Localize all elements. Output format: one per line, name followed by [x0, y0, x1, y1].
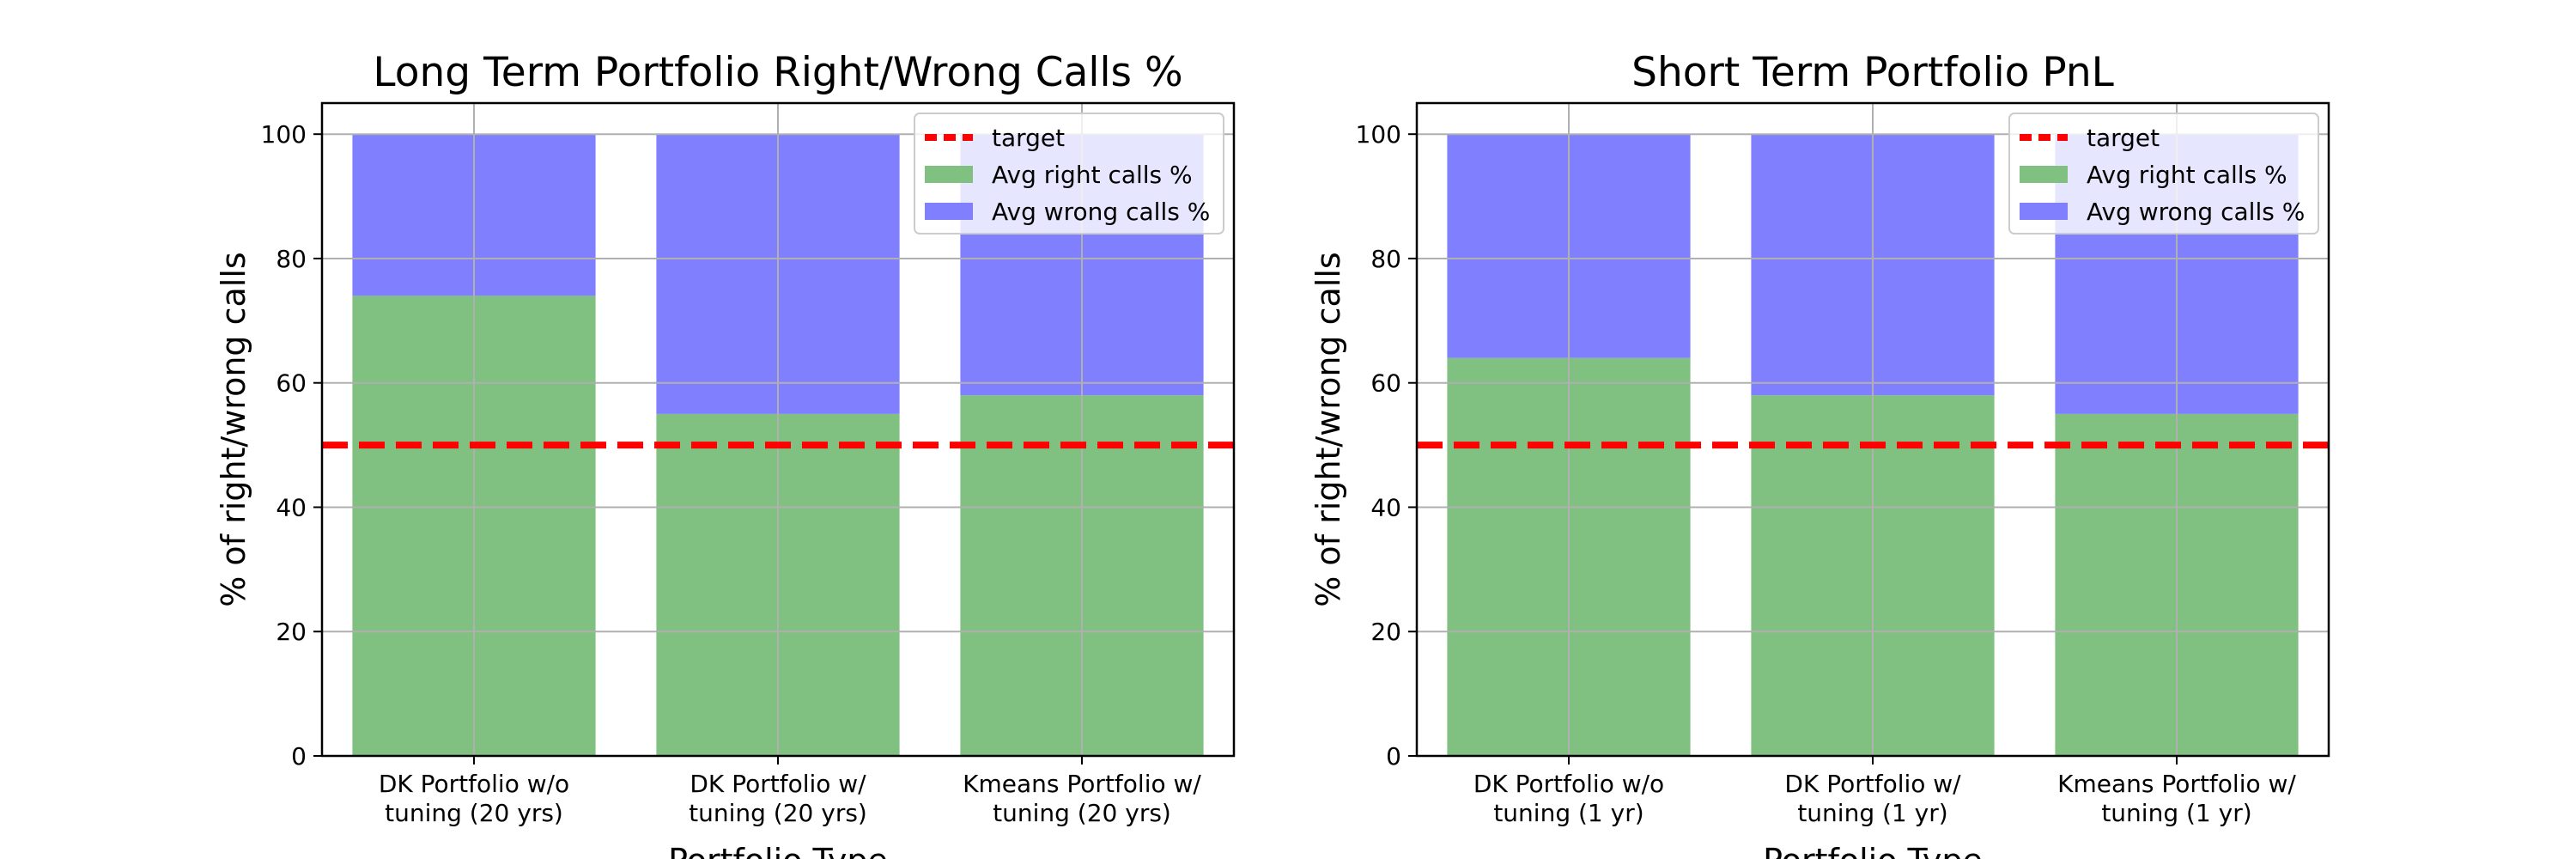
legend-label-2: Avg wrong calls % [992, 198, 1210, 226]
y-tick-label-1: 20 [276, 618, 307, 646]
x-tick-label-3: Kmeans Portfolio w/tuning (1 yr) [2057, 770, 2296, 827]
x-tick-label-line: tuning (20 yrs) [689, 799, 867, 827]
legend-label-0: target [2087, 124, 2160, 152]
x-axis-label: Portfolio Type [668, 842, 888, 859]
legend-label-2: Avg wrong calls % [2087, 198, 2305, 226]
legend-swatch-2 [2020, 203, 2068, 220]
x-tick-label-line: tuning (20 yrs) [993, 799, 1171, 827]
y-axis-label: % of right/wrong calls [215, 252, 252, 606]
legend-label-1: Avg right calls % [2087, 161, 2287, 189]
x-tick-label-line: DK Portfolio w/o [379, 770, 569, 798]
x-tick-label-2: DK Portfolio w/tuning (1 yr) [1784, 770, 1961, 827]
y-tick-label-4: 80 [1370, 245, 1401, 273]
x-tick-label-line: tuning (20 yrs) [385, 799, 563, 827]
y-axis-label: % of right/wrong calls [1309, 252, 1347, 606]
x-axis-label: Portfolio Type [1763, 842, 1983, 859]
legend-label-1: Avg right calls % [992, 161, 1193, 189]
x-tick-label-line: Kmeans Portfolio w/ [963, 770, 1201, 798]
legend-box [914, 113, 1224, 235]
x-tick-label-line: tuning (1 yr) [2101, 799, 2251, 827]
x-tick-label-line: DK Portfolio w/ [1784, 770, 1961, 798]
x-tick-label-line: tuning (1 yr) [1797, 799, 1947, 827]
legend-label-0: target [992, 124, 1065, 152]
y-tick-label-2: 40 [276, 493, 307, 521]
y-tick-label-1: 20 [1370, 618, 1401, 646]
x-tick-label-3: Kmeans Portfolio w/tuning (20 yrs) [963, 770, 1201, 827]
y-tick-label-5: 100 [261, 120, 307, 149]
chart-title: Short Term Portfolio PnL [1631, 49, 2114, 96]
y-tick-label-5: 100 [1356, 120, 1401, 149]
x-tick-label-line: DK Portfolio w/o [1473, 770, 1664, 798]
legend: target Avg right calls % Avg wrong calls % [914, 113, 1224, 235]
legend: target Avg right calls % Avg wrong calls % [2008, 113, 2319, 235]
y-tick-label-2: 40 [1370, 493, 1401, 521]
legend-swatch-2 [925, 203, 973, 220]
x-tick-label-2: DK Portfolio w/tuning (20 yrs) [689, 770, 867, 827]
legend-swatch-1 [2020, 166, 2068, 183]
x-tick-label-line: tuning (1 yr) [1493, 799, 1643, 827]
legend-box [2008, 113, 2319, 235]
legend-swatch-1 [925, 166, 973, 183]
y-tick-label-3: 60 [276, 369, 307, 398]
x-tick-label-line: Kmeans Portfolio w/ [2057, 770, 2296, 798]
y-tick-label-3: 60 [1370, 369, 1401, 398]
y-tick-label-0: 0 [1386, 742, 1401, 771]
y-tick-label-0: 0 [291, 742, 307, 771]
y-tick-label-4: 80 [276, 245, 307, 273]
x-tick-label-1: DK Portfolio w/o tuning (1 yr) [1473, 770, 1664, 827]
x-tick-label-1: DK Portfolio w/o tuning (20 yrs) [379, 770, 569, 827]
x-tick-label-line: DK Portfolio w/ [690, 770, 866, 798]
chart-title: Long Term Portfolio Right/Wrong Calls % [373, 49, 1182, 96]
